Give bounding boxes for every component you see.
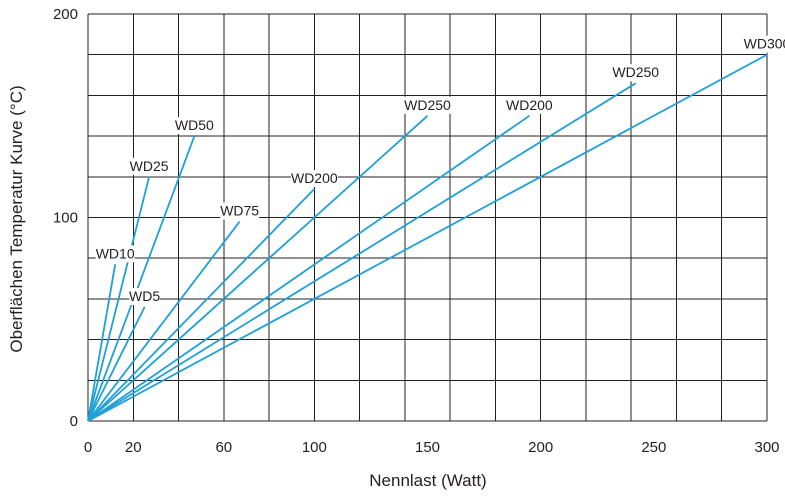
series-label: WD200 — [506, 97, 553, 113]
y-tick-label: 200 — [53, 6, 78, 23]
series-label-background — [95, 245, 135, 263]
x-tick-label: 150 — [415, 439, 440, 456]
x-tick-label: 250 — [641, 439, 666, 456]
series-label: WD250 — [404, 97, 451, 113]
x-tick-label: 0 — [84, 439, 92, 456]
series-line — [87, 82, 637, 422]
series-label-background — [129, 157, 169, 175]
axis-ticks: 0 20 60 100 150 200 250 300 0 100 200 — [53, 6, 780, 456]
series-line — [87, 264, 117, 422]
x-tick-label: 60 — [215, 439, 232, 456]
series-label: WD200 — [291, 170, 338, 186]
series-label-background — [404, 96, 451, 114]
series-line — [87, 221, 241, 422]
y-axis-title: Oberflächen Temperatur Kurve (°C) — [7, 85, 26, 352]
series-label: WD25 — [130, 158, 169, 174]
x-tick-label: 20 — [125, 439, 142, 456]
x-tick-label: 300 — [754, 439, 779, 456]
series-line — [87, 135, 196, 422]
series-label: WD10 — [96, 245, 135, 261]
grid — [87, 13, 768, 422]
x-axis-title: Nennlast (Watt) — [369, 471, 486, 490]
series-label: WD75 — [220, 203, 259, 219]
series-line — [87, 306, 146, 422]
series-label: WD50 — [175, 117, 214, 133]
series-lines — [87, 53, 768, 422]
series-label-background — [220, 202, 260, 220]
series-label-background — [612, 64, 660, 82]
series-line — [87, 188, 315, 422]
series-label-background — [743, 35, 785, 53]
x-tick-label: 200 — [528, 439, 553, 456]
series-label-background — [290, 170, 338, 188]
x-tick-label: 100 — [302, 439, 327, 456]
series-label-background — [505, 96, 553, 114]
y-tick-label: 0 — [70, 413, 78, 430]
series-labels: WD5 WD10 WD25 WD50 WD75 WD200 WD250 WD200 WD250 W… — [95, 35, 785, 306]
series-line — [87, 115, 530, 422]
series-label: WD250 — [612, 64, 659, 80]
series-line — [87, 115, 429, 422]
series-line — [87, 176, 150, 422]
series-label-background — [129, 288, 160, 306]
series-line — [87, 53, 768, 422]
series-label-background — [174, 117, 214, 135]
y-tick-label: 100 — [53, 210, 78, 227]
series-label: WD5 — [129, 288, 160, 304]
